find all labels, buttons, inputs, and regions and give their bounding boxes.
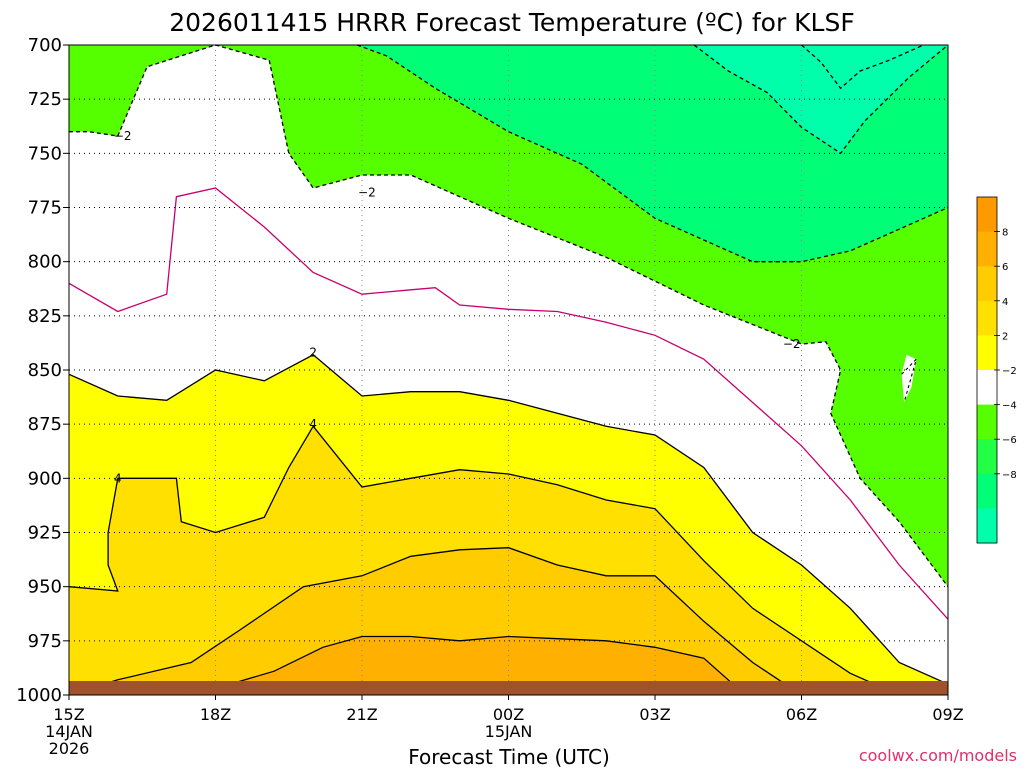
- colorbar-tick-label: 4: [1002, 297, 1008, 308]
- colorbar-swatch: [977, 197, 997, 233]
- y-tick-label: 700: [28, 35, 62, 56]
- y-tick-label: 1000: [16, 685, 62, 706]
- colorbar-tick-label: −4: [1002, 401, 1017, 412]
- x-axis-label: Forecast Time (UTC): [408, 745, 610, 768]
- x-tick-label: 09Z: [932, 705, 963, 724]
- y-tick-label: 750: [28, 143, 62, 164]
- isotherm-plus-4: [68, 425, 900, 696]
- contour-label: −2: [114, 129, 132, 143]
- y-tick-label: 975: [28, 631, 62, 652]
- credit-link[interactable]: coolwx.com/models: [859, 746, 1017, 765]
- chart-title: 2026011415 HRRR Forecast Temperature (ºC…: [169, 8, 855, 37]
- y-tick-label: 775: [28, 198, 62, 219]
- colorbar-swatch: [977, 231, 997, 267]
- y-tick-label: 725: [28, 89, 62, 110]
- colorbar-swatch: [977, 473, 997, 509]
- contour-label: 2: [309, 346, 317, 360]
- x-tick-label: 14JAN: [45, 722, 93, 741]
- isotherm-minus-8: [801, 44, 924, 90]
- colorbar-swatch: [977, 370, 997, 406]
- colorbar-tick-label: 6: [1002, 262, 1008, 273]
- x-tick-label: 2026: [49, 739, 90, 758]
- x-tick-label: 15JAN: [485, 722, 533, 741]
- colorbar-tick-label: −2: [1002, 366, 1017, 377]
- isotherm-zero: [68, 187, 949, 620]
- colorbar-tick-label: 2: [1002, 331, 1008, 342]
- contour-labels: −2 −2 −2 2 4 4: [114, 129, 801, 485]
- y-tick-label: 825: [28, 306, 62, 327]
- colorbar: 8 6 4 2 −2 −4 −6 −8: [976, 196, 1017, 544]
- y-tick-label: 875: [28, 414, 62, 435]
- y-tick-label: 800: [28, 252, 62, 273]
- contour-label: −2: [358, 185, 376, 199]
- isotherm-plus-2: [68, 354, 949, 685]
- isotherm-plus-8: [190, 635, 763, 696]
- x-tick-label: 21Z: [346, 705, 377, 724]
- fill-region-below-m6: [694, 45, 948, 154]
- x-tick-label: 03Z: [639, 705, 670, 724]
- y-tick-label: 925: [28, 523, 62, 544]
- y-axis-ticks: 700 725 750 775 800 825 850 875 900 925 950 975 1000: [16, 35, 69, 706]
- x-tick-label: 00Z: [493, 705, 524, 724]
- contour-label: 4: [309, 417, 317, 431]
- isotherm-minus-2: [69, 44, 949, 588]
- plot-contours: [68, 44, 949, 696]
- colorbar-swatch: [977, 439, 997, 475]
- colorbar-swatch: [977, 300, 997, 336]
- x-tick-label: 06Z: [786, 705, 817, 724]
- x-tick-label: 18Z: [200, 705, 231, 724]
- contour-label: −2: [783, 337, 801, 351]
- contour-label: 4: [114, 471, 122, 485]
- fill-region-small-warm-pocket: [901, 354, 917, 403]
- colorbar-swatch: [977, 335, 997, 371]
- isotherm-minus-2-pocket: [901, 358, 917, 403]
- colorbar-tick-label: 8: [1002, 228, 1008, 239]
- colorbar-swatch: [977, 404, 997, 440]
- colorbar-swatch: [977, 508, 997, 544]
- y-tick-label: 950: [28, 577, 62, 598]
- colorbar-swatch: [977, 266, 997, 302]
- y-tick-label: 850: [28, 360, 62, 381]
- colorbar-tick-label: −6: [1002, 435, 1017, 446]
- colorbar-tick-label: −8: [1002, 470, 1017, 481]
- isotherm-plus-6: [68, 547, 802, 696]
- isotherm-minus-6: [693, 44, 949, 155]
- ground-bar: [69, 681, 948, 695]
- x-tick-label: 15Z: [53, 705, 84, 724]
- y-tick-label: 900: [28, 468, 62, 489]
- isotherm-minus-4: [356, 44, 949, 263]
- fill-region-8-to-10: [191, 636, 763, 695]
